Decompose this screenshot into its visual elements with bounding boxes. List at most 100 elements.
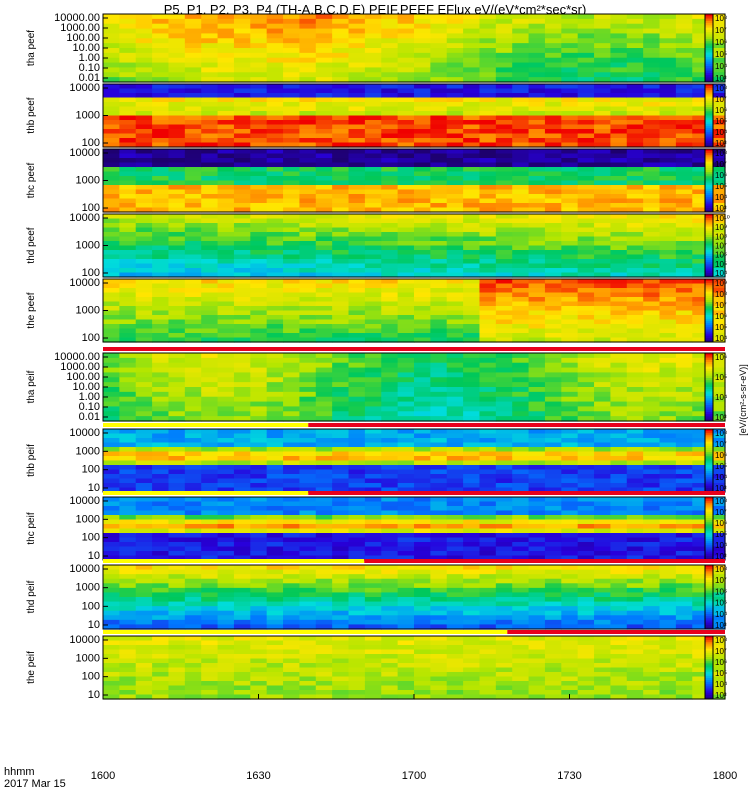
- colorbar-swatch: [705, 515, 713, 519]
- colorbar-tick-label: 10⁴: [715, 541, 728, 550]
- heatmap-cell: [626, 97, 644, 103]
- heatmap-cell: [414, 167, 431, 173]
- colorbar-swatch: [705, 456, 713, 459]
- colorbar-swatch: [705, 335, 713, 339]
- heatmap-cell: [250, 120, 268, 126]
- heatmap-cell: [266, 372, 284, 378]
- heatmap-cell: [119, 328, 137, 334]
- heatmap-cell: [528, 478, 546, 484]
- heatmap-cell: [561, 203, 579, 209]
- heatmap-cell: [446, 245, 464, 251]
- heatmap-cell: [184, 33, 202, 39]
- heatmap-cell: [119, 106, 137, 112]
- heatmap-cell: [643, 232, 661, 238]
- heatmap-cell: [430, 185, 448, 191]
- heatmap-cell: [233, 519, 251, 525]
- heatmap-cell: [348, 111, 366, 117]
- heatmap-cell: [692, 180, 710, 186]
- heatmap-cell: [283, 438, 301, 444]
- heatmap-cell: [675, 28, 693, 35]
- heatmap-cell: [594, 223, 612, 229]
- heatmap-cell: [528, 460, 546, 466]
- heatmap-cell: [233, 97, 251, 103]
- heatmap-cell: [364, 153, 382, 159]
- heatmap-cell: [381, 62, 399, 69]
- heatmap-cell: [544, 533, 562, 539]
- heatmap-cell: [643, 478, 661, 484]
- heatmap-cell: [348, 138, 366, 144]
- heatmap-cell: [135, 487, 153, 493]
- heatmap-cell: [594, 67, 612, 73]
- heatmap-cell: [381, 469, 399, 475]
- heatmap-cell: [675, 382, 693, 388]
- heatmap-cell: [332, 315, 350, 321]
- heatmap-cell: [446, 84, 464, 90]
- heatmap-cell: [233, 624, 251, 630]
- heatmap-cell: [544, 353, 562, 359]
- heatmap-cell: [168, 583, 186, 589]
- heatmap-cell: [495, 142, 513, 148]
- heatmap-cell: [479, 337, 497, 343]
- heatmap-cell: [299, 306, 317, 312]
- heatmap-cell: [135, 301, 153, 307]
- heatmap-cell: [577, 377, 595, 383]
- heatmap-cell: [364, 115, 382, 121]
- heatmap-cell: [675, 537, 693, 543]
- heatmap-cell: [135, 93, 153, 99]
- heatmap-cell: [233, 319, 251, 325]
- heatmap-cell: [414, 250, 431, 256]
- heatmap-cell: [201, 619, 219, 626]
- heatmap-cell: [233, 52, 251, 59]
- heatmap-cell: [561, 310, 579, 316]
- heatmap-cell: [446, 292, 464, 298]
- colorbar-tick-label: 10⁸: [715, 497, 727, 506]
- heatmap-cell: [626, 158, 644, 164]
- colorbar-swatch: [705, 18, 713, 22]
- heatmap-cell: [479, 610, 497, 616]
- heatmap-cell: [348, 153, 366, 159]
- heatmap-cell: [332, 451, 350, 457]
- heatmap-cell: [610, 77, 628, 83]
- heatmap-cell: [397, 283, 415, 289]
- heatmap-cell: [397, 315, 415, 321]
- heatmap-cell: [332, 93, 350, 99]
- heatmap-cell: [103, 565, 120, 571]
- heatmap-cell: [348, 185, 366, 191]
- heatmap-cell: [217, 382, 235, 388]
- heatmap-cell: [201, 442, 219, 448]
- heatmap-cell: [414, 124, 431, 130]
- heatmap-cell: [266, 597, 284, 603]
- heatmap-cell: [675, 198, 693, 204]
- heatmap-cell: [364, 97, 382, 103]
- heatmap-cell: [610, 555, 628, 561]
- heatmap-cell: [659, 142, 677, 148]
- heatmap-cell: [266, 337, 284, 343]
- heatmap-cell: [577, 469, 595, 475]
- heatmap-cell: [266, 438, 284, 444]
- heatmap-cell: [299, 574, 317, 580]
- heatmap-cell: [626, 447, 644, 453]
- heatmap-cell: [217, 120, 235, 126]
- y-tick-label: 10000: [69, 427, 100, 439]
- heatmap-cell: [250, 48, 268, 54]
- heatmap-cell: [675, 48, 693, 54]
- heatmap-cell: [643, 176, 661, 182]
- heatmap-cell: [544, 232, 562, 238]
- heatmap-cell: [299, 569, 317, 575]
- heatmap-cell: [528, 382, 546, 388]
- heatmap-cell: [381, 72, 399, 78]
- heatmap-cell: [364, 528, 382, 534]
- heatmap-cell: [577, 218, 595, 224]
- heatmap-cell: [283, 362, 301, 369]
- heatmap-cell: [348, 377, 366, 383]
- heatmap-cell: [250, 52, 268, 59]
- heatmap-cell: [643, 106, 661, 112]
- heatmap-cell: [168, 597, 186, 603]
- heatmap-cell: [594, 542, 612, 548]
- heatmap-cell: [659, 124, 677, 130]
- colorbar-swatch: [705, 174, 713, 177]
- heatmap-cell: [135, 167, 153, 173]
- heatmap-cell: [495, 483, 513, 489]
- heatmap-cell: [594, 551, 612, 557]
- heatmap-cell: [577, 474, 595, 480]
